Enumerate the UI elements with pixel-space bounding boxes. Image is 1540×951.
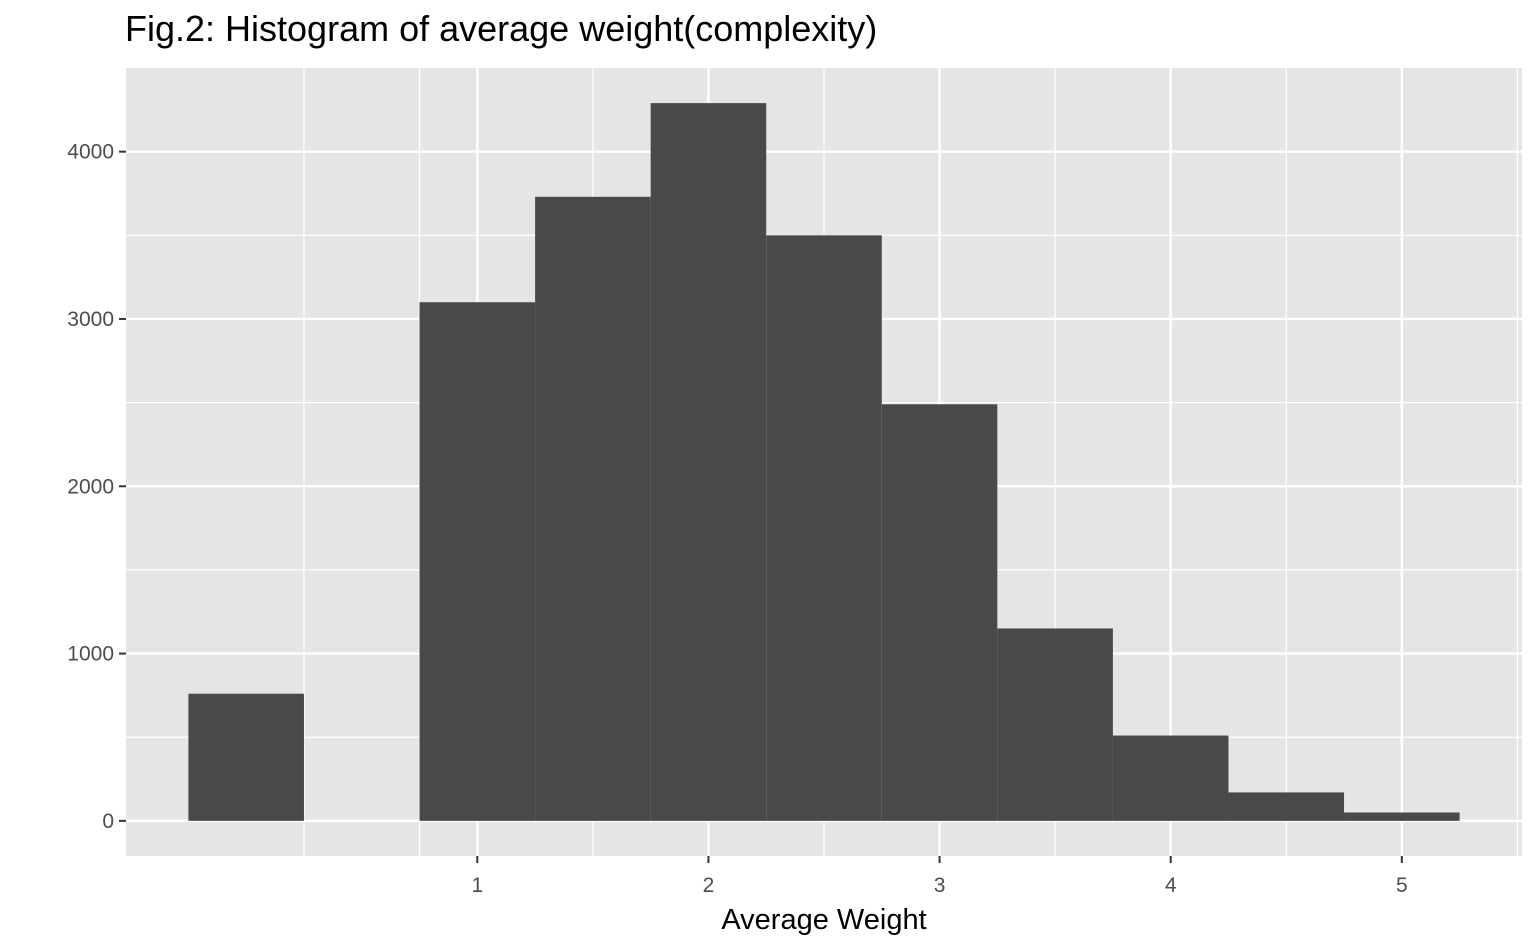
histogram-bar [188, 693, 304, 821]
histogram-bar [766, 235, 882, 821]
y-tick-label: 0 [102, 810, 114, 833]
histogram-bar [535, 196, 651, 821]
chart-title: Fig.2: Histogram of average weight(compl… [125, 8, 878, 49]
x-tick-label: 5 [1396, 874, 1408, 897]
x-tick-label: 3 [934, 874, 946, 897]
x-tick-label: 1 [471, 874, 483, 897]
y-tick-label: 4000 [67, 141, 114, 164]
histogram-bar [1112, 735, 1229, 821]
y-tick-label: 3000 [67, 308, 114, 331]
histogram-bars [188, 103, 1460, 821]
y-tick-label: 2000 [67, 475, 114, 498]
histogram-bar [419, 302, 536, 821]
histogram-bar [650, 103, 767, 821]
y-tick-label: 1000 [67, 643, 114, 666]
y-axis: 0 1000 2000 3000 4000 [67, 141, 126, 833]
x-tick-label: 2 [703, 874, 715, 897]
histogram-bar [1228, 792, 1345, 821]
histogram-bar [881, 404, 998, 821]
histogram-bar [1344, 812, 1460, 821]
x-tick-label: 4 [1165, 874, 1177, 897]
x-axis: 1 2 3 4 5 [471, 856, 1408, 897]
x-axis-title: Average Weight [721, 904, 926, 936]
histogram-bar [997, 628, 1113, 821]
